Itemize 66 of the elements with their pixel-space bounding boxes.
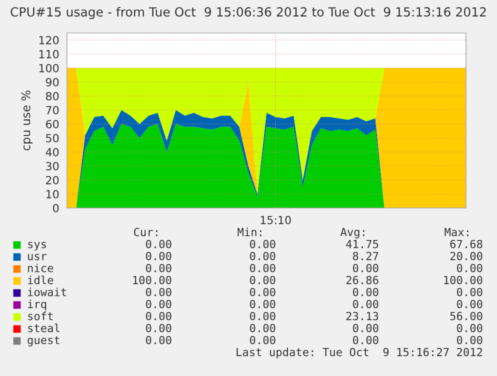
- text: 0.00: [146, 288, 172, 296]
- legend-label: usr: [28, 254, 47, 260]
- legend-label: iowait: [28, 288, 66, 296]
- y-axis-title: cpu use %: [21, 90, 33, 150]
- text: 0.00: [250, 276, 276, 284]
- legend-label: guest: [28, 336, 60, 346]
- legend-label: steal: [28, 324, 60, 332]
- text: 0.00: [456, 300, 482, 308]
- legend-label: nice: [28, 264, 54, 272]
- text: 23.13: [346, 312, 378, 320]
- text: 0.00: [456, 264, 482, 272]
- text: 100.00: [133, 276, 172, 284]
- text: 0.00: [250, 312, 276, 320]
- chart-title: CPU#15 usage - from Tue Oct 9 15:06:36 2012 to Tue Oct 9 15:13:16 2012: [10, 6, 486, 20]
- y-tick-label: 60: [46, 120, 59, 128]
- text: 26.86: [346, 276, 378, 284]
- y-tick-label: 40: [46, 148, 59, 156]
- text: 0.00: [250, 324, 276, 332]
- text: 0.00: [146, 324, 172, 332]
- text: 20.00: [450, 252, 482, 260]
- text: 0.00: [456, 324, 482, 332]
- text: 0.00: [352, 264, 378, 272]
- y-tick-label: 0: [53, 204, 59, 212]
- y-tick-label: 50: [46, 134, 59, 142]
- text: 41.75: [346, 240, 378, 248]
- text: 0.00: [250, 264, 276, 272]
- text: Avg:: [340, 228, 364, 238]
- text: 0.00: [146, 240, 172, 248]
- text: Max:: [444, 228, 468, 236]
- text: 0.00: [146, 264, 172, 272]
- text: 0.00: [352, 300, 378, 308]
- text: 0.00: [250, 300, 276, 308]
- y-tick-label: 80: [46, 92, 59, 100]
- text: 0.00: [352, 324, 378, 332]
- y-tick-label: 100: [39, 64, 59, 72]
- y-tick-label: 120: [39, 36, 59, 44]
- text: 0.00: [146, 336, 172, 344]
- text: 0.00: [250, 240, 276, 248]
- text: Cur:: [134, 228, 158, 236]
- text: 0.00: [146, 252, 172, 260]
- legend-label: sys: [28, 242, 46, 250]
- text: 56.00: [450, 312, 482, 320]
- y-tick-label: 110: [39, 50, 59, 58]
- text: 0.00: [146, 300, 172, 308]
- y-tick-label: 70: [46, 106, 59, 114]
- x-tick-label: 15:10: [260, 216, 291, 224]
- text: 100.00: [444, 276, 482, 284]
- legend-label: soft: [28, 312, 53, 320]
- text: 0.00: [250, 336, 276, 344]
- legend-label: idle: [28, 276, 54, 284]
- text: Min:: [238, 228, 262, 236]
- text: 0.00: [456, 336, 482, 344]
- text: 0.00: [456, 288, 482, 296]
- text: 0.00: [352, 336, 378, 344]
- legend-label: irq: [28, 300, 46, 310]
- text: 0.00: [250, 252, 276, 260]
- text: 0.00: [250, 288, 276, 296]
- y-tick-label: 90: [46, 78, 59, 86]
- text: 0.00: [146, 312, 172, 320]
- text: 0.00: [352, 288, 378, 296]
- text: 67.68: [450, 240, 482, 248]
- y-tick-label: 30: [46, 162, 59, 170]
- text: Last update: Tue Oct 9 15:16:27 2012: [236, 348, 482, 358]
- text: 8.27: [352, 252, 378, 260]
- y-tick-label: 10: [46, 190, 59, 198]
- y-tick-label: 20: [46, 176, 59, 184]
